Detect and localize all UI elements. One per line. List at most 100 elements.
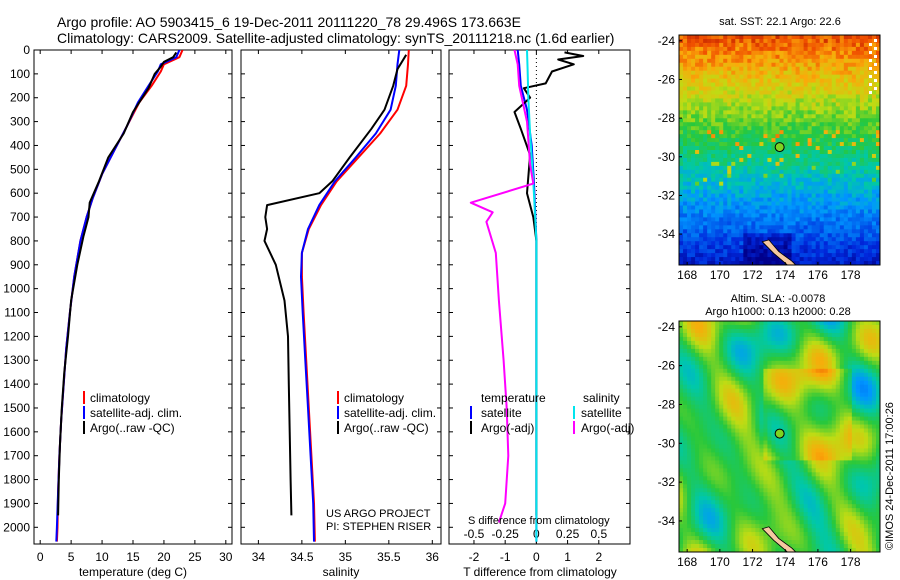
heatmap-cell	[727, 173, 732, 179]
heatmap-cell	[831, 368, 837, 374]
heatmap-cell	[723, 380, 728, 386]
heatmap-cell	[771, 424, 776, 429]
heatmap-cell	[691, 336, 696, 342]
heatmap-cell	[695, 436, 700, 441]
heatmap-cell	[751, 161, 756, 167]
heatmap-cell	[815, 420, 821, 425]
heatmap-cell	[775, 241, 780, 246]
heatmap-cell	[687, 62, 692, 68]
heatmap-cell	[731, 38, 736, 44]
heatmap-cell	[763, 225, 768, 230]
depth-tick-label: 200	[10, 91, 30, 105]
heatmap-cell	[871, 42, 877, 48]
heatmap-cell	[691, 253, 696, 258]
heatmap-cell	[799, 344, 805, 350]
heatmap-cell	[863, 126, 869, 131]
heatmap-cell	[783, 332, 788, 338]
heatmap-cell	[727, 253, 732, 258]
heatmap-cell	[735, 356, 740, 362]
heatmap-cell	[775, 436, 780, 441]
heatmap-cell	[751, 356, 756, 362]
heatmap-cell	[851, 177, 857, 183]
heatmap-cell	[851, 161, 857, 167]
heatmap-cell	[787, 229, 792, 234]
heatmap-cell	[679, 153, 684, 159]
heatmap-cell	[707, 257, 712, 262]
heatmap-cell	[815, 428, 821, 433]
heatmap-cell	[715, 380, 720, 386]
heatmap-cell	[775, 452, 780, 457]
heatmap-cell	[691, 420, 696, 425]
heatmap-cell	[767, 332, 772, 338]
land-mask-cell	[874, 87, 877, 90]
heatmap-cell	[795, 241, 800, 246]
heatmap-cell	[723, 364, 728, 370]
heatmap-cell	[819, 416, 825, 421]
heatmap-cell	[727, 400, 732, 406]
heatmap-cell	[771, 38, 776, 44]
heatmap-cell	[751, 126, 756, 131]
heatmap-cell	[819, 54, 825, 60]
heatmap-cell	[751, 217, 756, 222]
heatmap-cell	[779, 58, 784, 64]
heatmap-cell	[723, 420, 728, 425]
heatmap-cell	[695, 74, 700, 80]
heatmap-cell	[703, 416, 708, 421]
heatmap-cell	[875, 54, 880, 60]
heatmap-cell	[699, 94, 704, 99]
heatmap-cell	[695, 153, 700, 159]
heatmap-cell	[875, 352, 880, 358]
heatmap-cell	[715, 181, 720, 187]
heatmap-cell	[743, 448, 748, 453]
heatmap-cell	[683, 356, 688, 362]
heatmap-cell	[839, 177, 845, 183]
heatmap-cell	[719, 62, 724, 68]
heatmap-cell	[727, 134, 732, 139]
heatmap-cell	[735, 209, 740, 214]
heatmap-cell	[835, 396, 841, 402]
heatmap-cell	[819, 173, 825, 179]
heatmap-cell	[815, 181, 821, 187]
heatmap-cell	[807, 452, 813, 457]
heatmap-cell	[691, 388, 696, 394]
heatmap-cell	[859, 98, 865, 103]
heatmap-cell	[811, 221, 817, 226]
heatmap-cell	[755, 380, 760, 386]
heatmap-cell	[703, 161, 708, 167]
heatmap-cell	[691, 344, 696, 350]
heatmap-cell	[871, 153, 877, 159]
heatmap-cell	[711, 165, 716, 171]
series-t-argo-adj	[513, 51, 585, 516]
heatmap-cell	[807, 404, 813, 410]
heatmap-cell	[679, 348, 684, 354]
heatmap-cell	[871, 396, 877, 402]
heatmap-cell	[691, 213, 696, 218]
heatmap-cell	[819, 448, 825, 453]
heatmap-cell	[863, 138, 869, 143]
heatmap-cell	[703, 380, 708, 386]
heatmap-cell	[723, 46, 728, 52]
heatmap-cell	[807, 94, 813, 99]
heatmap-cell	[839, 432, 845, 437]
heatmap-cell	[747, 368, 752, 374]
heatmap-cell	[743, 146, 748, 151]
heatmap-cell	[739, 408, 744, 413]
heatmap-cell	[799, 261, 805, 265]
heatmap-cell	[791, 404, 796, 410]
heatmap-cell	[839, 82, 845, 87]
heatmap-cell	[835, 408, 841, 413]
heatmap-cell	[835, 126, 841, 131]
heatmap-cell	[847, 396, 853, 402]
heatmap-cell	[799, 146, 805, 151]
heatmap-cell	[711, 213, 716, 218]
heatmap-cell	[707, 396, 712, 402]
heatmap-cell	[755, 452, 760, 457]
heatmap-cell	[723, 181, 728, 187]
heatmap-cell	[807, 464, 813, 469]
heatmap-cell	[819, 364, 825, 370]
heatmap-cell	[711, 340, 716, 346]
heatmap-cell	[875, 78, 880, 83]
heatmap-cell	[799, 153, 805, 159]
heatmap-cell	[795, 261, 800, 265]
heatmap-cell	[679, 146, 684, 151]
